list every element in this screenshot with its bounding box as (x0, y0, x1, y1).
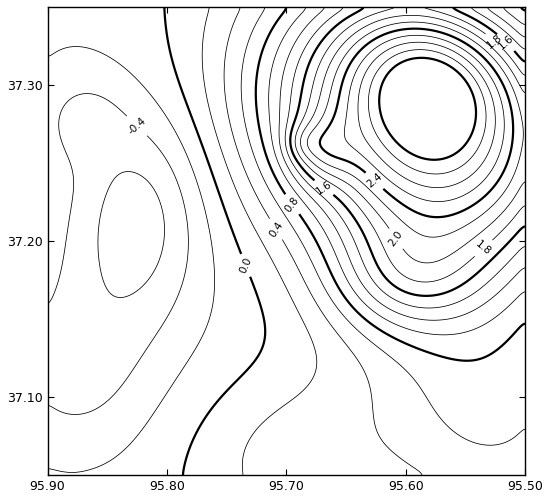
Text: 2.4: 2.4 (365, 172, 384, 190)
Text: -0.4: -0.4 (126, 116, 148, 136)
Text: 0.8: 0.8 (283, 194, 301, 214)
Text: 1.8: 1.8 (485, 32, 504, 50)
Text: 1.6: 1.6 (314, 179, 333, 196)
Text: 1.8: 1.8 (474, 239, 493, 258)
Text: 1.6: 1.6 (497, 33, 515, 52)
Text: 0.0: 0.0 (238, 256, 254, 275)
Text: 2.0: 2.0 (387, 229, 405, 248)
Text: 0.4: 0.4 (267, 220, 285, 239)
